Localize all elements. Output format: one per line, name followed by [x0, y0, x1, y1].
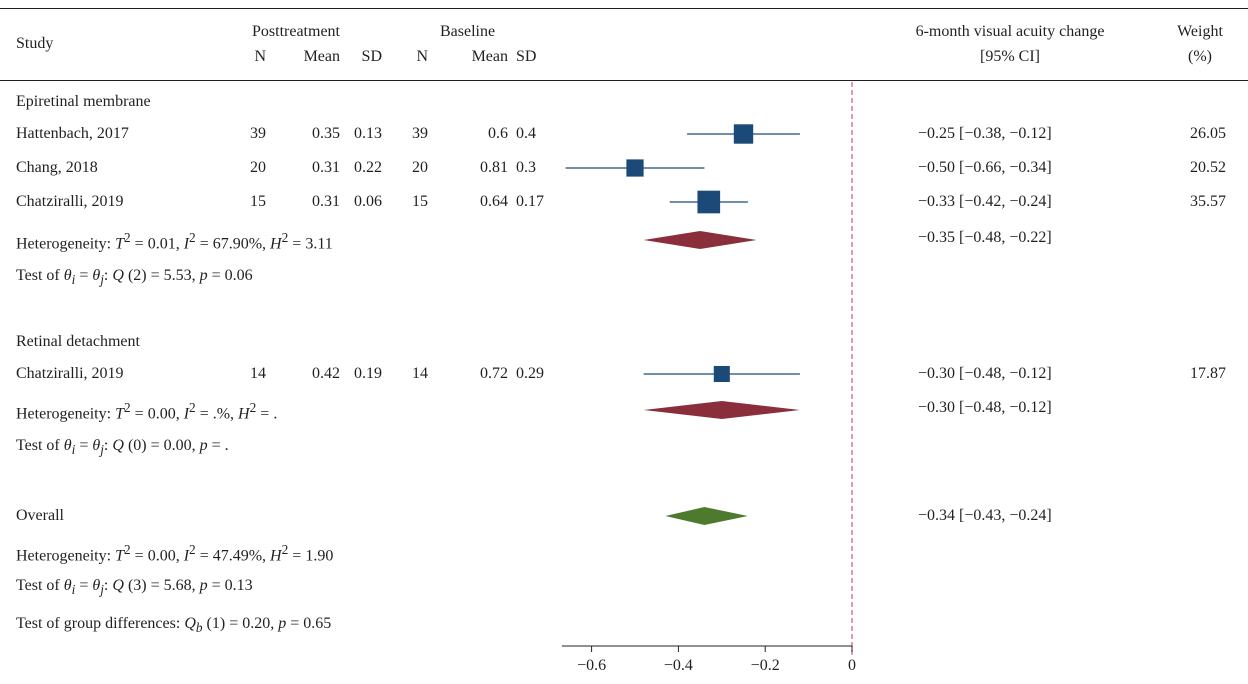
post-sd: 0.22: [354, 159, 382, 176]
overall-ci: −0.34 [−0.43, −0.24]: [918, 507, 1052, 524]
top-rule: [0, 8, 1248, 9]
study-name: Chatziralli, 2019: [16, 193, 124, 210]
effect-ci: −0.30 [−0.48, −0.12]: [918, 365, 1052, 382]
post-mean: 0.31: [312, 193, 340, 210]
header-rule: [0, 80, 1248, 81]
post-sd: 0.19: [354, 365, 382, 382]
weight: 20.52: [1190, 159, 1226, 176]
post-n: 39: [250, 125, 266, 142]
base-sd: 0.3: [516, 159, 536, 176]
base-n: 39: [412, 125, 428, 142]
header-posttreatment: Posttreatment: [252, 23, 340, 40]
header-base-mean: Mean: [471, 48, 508, 65]
post-sd: 0.06: [354, 193, 382, 210]
weight: 17.87: [1190, 365, 1226, 382]
header-effect-title: 6-month visual acuity change: [915, 23, 1105, 40]
base-n: 14: [412, 365, 428, 382]
base-mean: 0.72: [480, 365, 508, 382]
effect-ci: −0.25 [−0.38, −0.12]: [918, 125, 1052, 142]
base-sd: 0.17: [516, 193, 544, 210]
x-axis-tick-label: 0: [848, 657, 856, 674]
header-effect-ci: [95% CI]: [980, 48, 1040, 65]
post-mean: 0.31: [312, 159, 340, 176]
study-point-square: [733, 124, 754, 144]
heterogeneity-line: Heterogeneity: T2 = 0.01, I2 = 67.90%, H…: [16, 230, 333, 253]
base-sd: 0.4: [516, 125, 536, 142]
x-axis-tick-label: −0.6: [577, 657, 606, 674]
x-axis-tick-label: −0.4: [664, 657, 693, 674]
post-sd: 0.13: [354, 125, 382, 142]
pooled-ci: −0.30 [−0.48, −0.12]: [918, 399, 1052, 416]
base-n: 15: [412, 193, 428, 210]
post-n: 20: [250, 159, 266, 176]
overall-homogeneity-test-line: Test of θi = θj: Q (3) = 5.68, p = 0.13: [16, 577, 253, 598]
study-name: Hattenbach, 2017: [16, 125, 129, 142]
study-name: Chatziralli, 2019: [16, 365, 124, 382]
group-label: Retinal detachment: [16, 333, 140, 350]
study-name: Chang, 2018: [16, 159, 98, 176]
heterogeneity-line: Heterogeneity: T2 = 0.00, I2 = .%, H2 = …: [16, 400, 278, 423]
post-mean: 0.35: [312, 125, 340, 142]
overall-pooled-diamond: [665, 507, 748, 525]
group-differences-test-line: Test of group differences: Qb (1) = 0.20…: [16, 615, 332, 636]
header-post-n: N: [254, 48, 266, 65]
pooled-ci: −0.35 [−0.48, −0.22]: [918, 229, 1052, 246]
header-base-n: N: [416, 48, 428, 65]
overall-label: Overall: [16, 507, 64, 524]
header-weight-unit: (%): [1188, 48, 1212, 65]
header-weight-title: Weight: [1177, 23, 1223, 40]
study-point-square: [713, 365, 730, 383]
base-mean: 0.81: [480, 159, 508, 176]
post-mean: 0.42: [312, 365, 340, 382]
header-baseline: Baseline: [440, 23, 496, 40]
subgroup-pooled-diamond: [643, 401, 800, 419]
homogeneity-test-line: Test of θi = θj: Q (2) = 5.53, p = 0.06: [16, 267, 253, 288]
group-label: Epiretinal membrane: [16, 93, 151, 110]
post-n: 15: [250, 193, 266, 210]
overall-heterogeneity-line: Heterogeneity: T2 = 0.00, I2 = 47.49%, H…: [16, 542, 334, 565]
base-mean: 0.6: [488, 125, 508, 142]
post-n: 14: [250, 365, 266, 382]
header-post-mean: Mean: [303, 48, 340, 65]
study-point-square: [626, 159, 644, 177]
x-axis-tick-label: −0.2: [751, 657, 780, 674]
base-n: 20: [412, 159, 428, 176]
homogeneity-test-line: Test of θi = θj: Q (0) = 0.00, p = .: [16, 437, 229, 458]
effect-ci: −0.50 [−0.66, −0.34]: [918, 159, 1052, 176]
weight: 35.57: [1190, 193, 1226, 210]
header-base-sd: SD: [516, 48, 537, 65]
header-study: Study: [16, 35, 54, 52]
effect-ci: −0.33 [−0.42, −0.24]: [918, 193, 1052, 210]
header-post-sd: SD: [361, 48, 382, 65]
base-sd: 0.29: [516, 365, 544, 382]
study-point-square: [697, 190, 721, 214]
base-mean: 0.64: [480, 193, 508, 210]
weight: 26.05: [1190, 125, 1226, 142]
subgroup-pooled-diamond: [643, 231, 757, 249]
